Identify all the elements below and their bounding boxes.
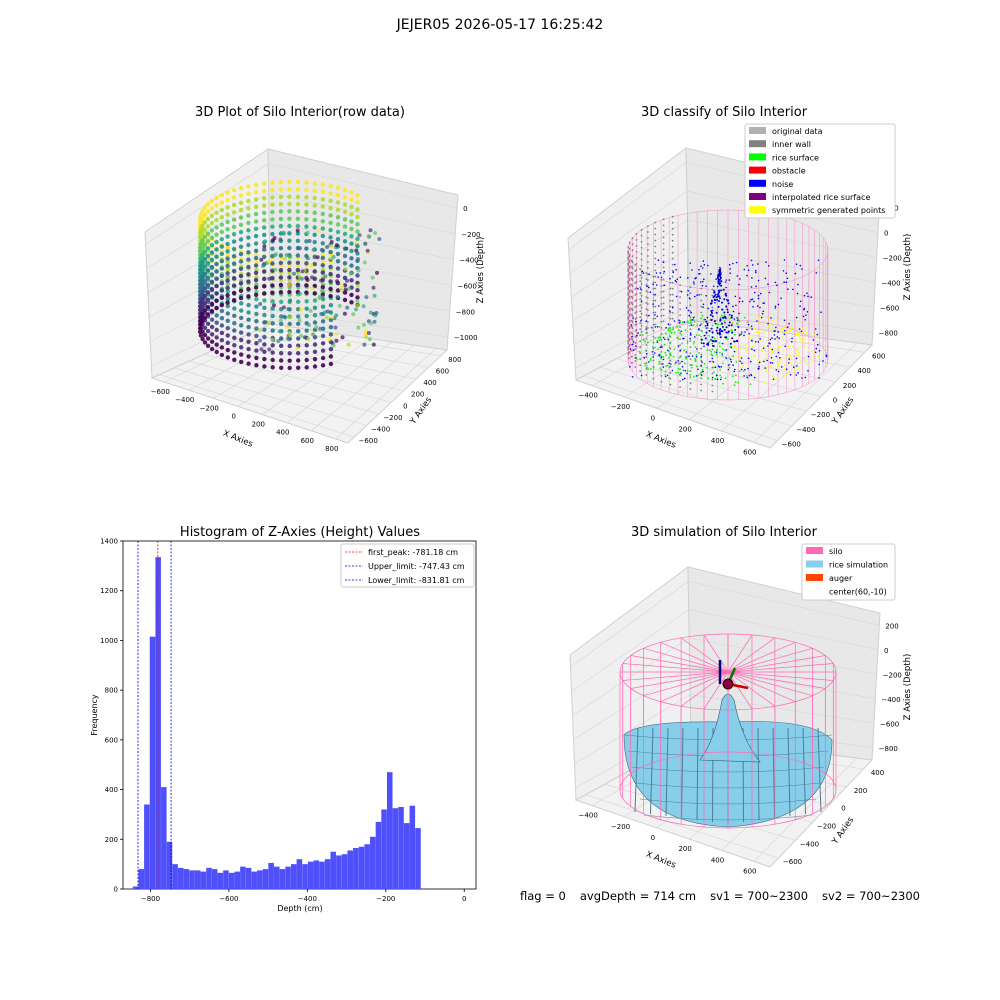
histogram-bar — [381, 809, 387, 889]
status-sv2: sv2 = 700~2300 — [822, 889, 920, 903]
panel3-legend-box — [340, 543, 475, 588]
histogram-bar — [144, 804, 150, 889]
histogram-bar — [183, 869, 190, 889]
status-sv1: sv1 = 700~2300 — [710, 889, 809, 903]
x-tick-label: −200 — [376, 895, 395, 903]
histogram-bar — [324, 859, 331, 889]
histogram-bar — [319, 861, 325, 889]
histogram-bar — [257, 870, 263, 889]
histogram-bar — [262, 869, 269, 889]
histogram-bar — [177, 867, 184, 889]
x-tick-label: −400 — [298, 895, 317, 903]
histogram-bar — [302, 864, 308, 889]
status-line: flag = 0 avgDepth = 714 cm sv1 = 700~2300 s… — [520, 889, 934, 903]
panel3-title: Histogram of Z-Axies (Height) Values — [180, 525, 420, 540]
panel3-xlabel: Depth (cm) — [277, 904, 322, 913]
histogram-bar — [341, 854, 348, 889]
histogram-bar — [364, 844, 370, 889]
histogram-bar — [251, 871, 257, 889]
figure-title: JEJER05 2026-05-17 16:25:42 — [396, 17, 604, 33]
y-tick-label: 400 — [105, 786, 118, 794]
histogram-bar — [370, 836, 376, 889]
histogram-bar — [290, 864, 297, 889]
histogram-bar — [223, 870, 229, 889]
legend-label: first_peak: -781.18 cm — [368, 548, 458, 557]
histogram-bar — [313, 860, 320, 889]
histogram-bar — [285, 866, 291, 889]
histogram-bar — [211, 869, 218, 889]
y-tick-label: 800 — [105, 687, 118, 695]
histogram-bar — [189, 870, 195, 889]
histogram-bar — [347, 850, 353, 889]
histogram-bar — [307, 861, 314, 889]
y-tick-label: 1000 — [100, 637, 118, 645]
x-tick-label: −800 — [141, 895, 160, 903]
histogram-bar — [415, 828, 421, 889]
histogram-bar — [166, 841, 173, 889]
x-tick-label: 0 — [462, 895, 466, 903]
histogram-plot-area — [122, 540, 477, 890]
x-tick-label: −600 — [219, 895, 238, 903]
panel3-ylabel: Frequency — [90, 694, 99, 736]
histogram-bar — [172, 864, 178, 889]
histogram-bar — [409, 805, 416, 889]
histogram-bar — [161, 787, 167, 889]
histogram-bar — [268, 862, 274, 889]
status-flag: flag = 0 — [520, 889, 566, 903]
histogram-bar — [206, 867, 212, 889]
histogram-bar — [217, 872, 224, 889]
histogram-bar — [330, 851, 337, 889]
histogram-bar — [132, 886, 139, 889]
histogram-bar — [200, 871, 207, 889]
histogram-bar — [375, 821, 382, 889]
histogram-bar — [240, 866, 246, 889]
histogram-bar — [279, 869, 286, 889]
y-tick-label: 1200 — [100, 587, 118, 595]
histogram-bar — [194, 870, 201, 889]
histogram-bar — [398, 806, 404, 889]
histogram-bar — [392, 808, 399, 889]
status-avg-depth: avgDepth = 714 cm — [579, 889, 697, 903]
histogram-bar — [353, 847, 359, 889]
histogram-bar — [386, 772, 393, 889]
histogram-bar — [274, 866, 280, 889]
y-tick-label: 600 — [105, 736, 118, 744]
y-tick-label: 1400 — [100, 538, 118, 546]
histogram-bar — [336, 855, 342, 889]
y-tick-label: 200 — [105, 836, 118, 844]
histogram-bar — [138, 869, 144, 889]
legend-label: Upper_limit: -747.43 cm — [368, 562, 465, 571]
histogram-bar — [149, 636, 156, 889]
histogram-bar — [234, 871, 241, 889]
histogram-bar — [296, 859, 303, 889]
histogram-bar — [245, 867, 252, 889]
histogram-bar — [403, 823, 410, 889]
legend-label: Lower_limit: -831.81 cm — [368, 576, 465, 585]
histogram-bar — [228, 872, 235, 889]
y-tick-label: 0 — [114, 886, 118, 894]
histogram-bar — [358, 846, 365, 889]
